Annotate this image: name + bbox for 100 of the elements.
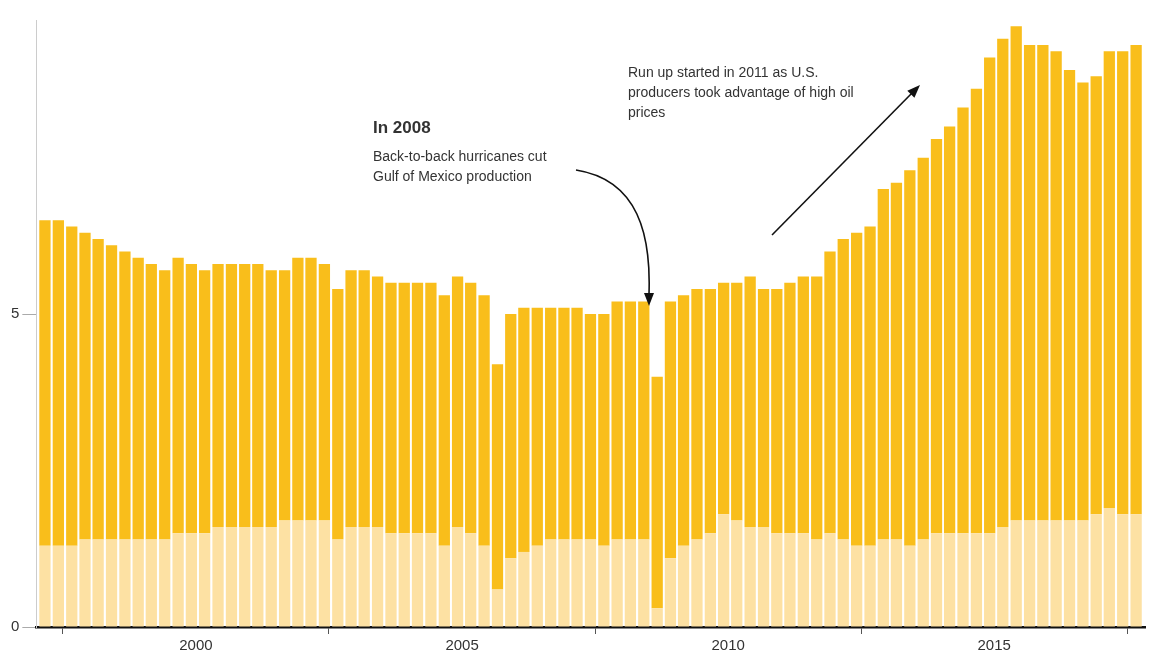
bar [172,257,184,534]
bar [478,295,490,546]
bar [1103,51,1115,509]
x-tick-label: 2005 [445,636,479,654]
bar [465,282,477,534]
x-tick-label: 2015 [977,636,1011,654]
bar [704,289,717,534]
bar [225,526,238,627]
bar [1130,514,1142,627]
bar [491,589,504,627]
bar [332,539,344,627]
bar [651,376,663,609]
bar [824,251,836,534]
bar [345,270,357,527]
bar [119,251,131,540]
bar [239,264,251,527]
bar [997,526,1009,627]
bar [252,526,264,627]
bar [784,282,796,534]
bar [212,264,224,527]
bar [717,514,730,627]
bar [904,170,916,546]
bar [385,533,397,627]
bar [584,539,597,627]
bar [957,107,969,534]
bar [584,314,597,540]
bar [624,539,637,627]
bar [278,520,291,627]
bar [904,545,916,627]
bar [278,270,291,521]
bar [545,539,557,627]
bar [1117,514,1129,627]
bar [318,264,331,521]
bar [1010,520,1022,627]
bar [425,282,437,534]
bar [611,301,623,540]
bar [1023,520,1036,627]
bar [811,539,823,627]
bar [465,533,477,627]
bar [771,533,783,627]
bar [691,539,703,627]
bar [491,364,504,590]
bar [398,282,410,534]
annotation: Run up started in 2011 as U.S. producers took advantage of high oil prices [628,63,854,120]
x-tick-label: 2010 [711,636,745,654]
bar [757,289,770,527]
bar [598,314,610,546]
bar [145,539,157,627]
bar [851,232,863,546]
x-tick-label: 2000 [179,636,213,654]
bar [677,545,690,627]
bar [52,220,64,546]
y-tick-label: 0 [11,617,20,635]
bar [265,526,277,627]
bar [345,526,357,627]
bar [837,539,849,627]
bar [890,539,903,627]
bar [225,264,238,527]
y-tick-label: 5 [11,304,20,322]
bar [664,558,677,627]
bar [39,545,51,627]
bar [438,295,450,546]
bar [185,533,198,627]
bar [198,533,211,627]
bar [265,270,277,527]
bar [358,526,370,627]
bar [52,545,64,627]
bar [1090,514,1102,627]
bar [518,307,530,552]
bar [1023,45,1036,521]
bar [864,545,876,627]
bar [239,526,251,627]
bar [411,282,424,534]
bar [505,558,517,627]
bar [531,307,543,546]
bar [1063,520,1076,627]
bar [358,270,370,527]
bar [1077,82,1089,521]
bar [1130,45,1142,515]
bar [704,533,717,627]
bar [198,270,211,534]
bar [797,276,809,534]
bar [731,520,743,627]
bar [425,533,437,627]
bar [132,539,144,627]
bar [691,289,703,540]
bar [105,245,118,540]
bar [371,276,384,527]
bar [957,533,969,627]
bar [105,539,118,627]
bar [1063,70,1076,521]
bar [411,533,424,627]
bar [598,545,610,627]
bar [545,307,557,540]
bar [1117,51,1129,515]
bar [864,226,876,546]
bar [132,257,144,540]
bar [984,57,996,534]
bar [984,533,996,627]
bar [851,545,863,627]
